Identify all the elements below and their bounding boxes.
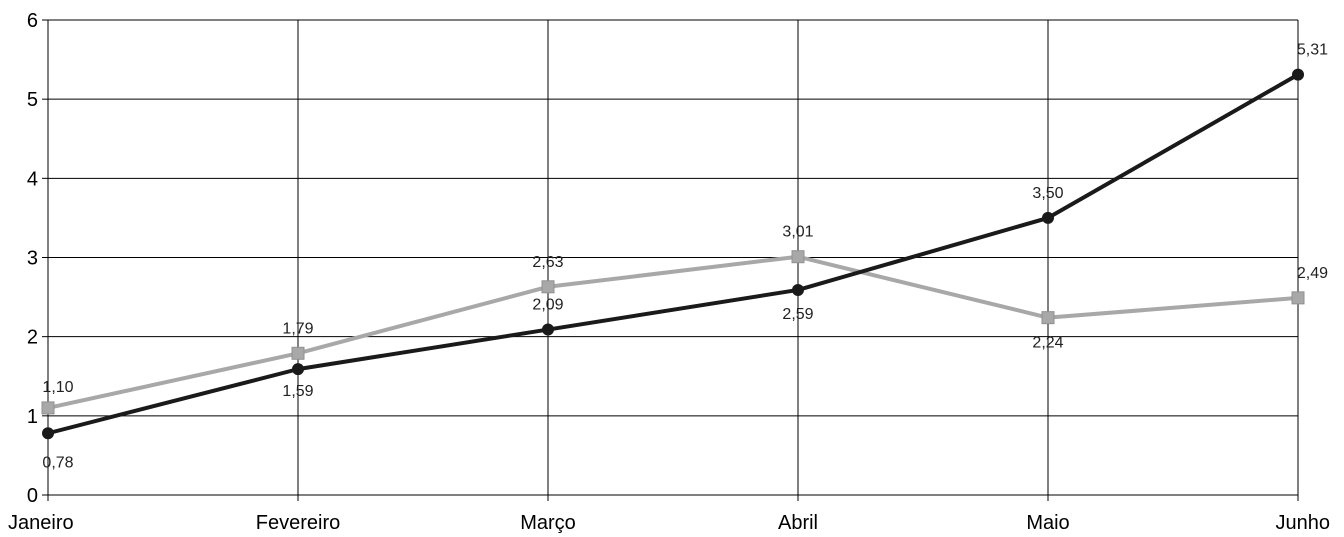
ytick-label: 4 <box>27 168 38 190</box>
ytick-label: 0 <box>27 485 38 507</box>
series-1-data-label: 5,31 <box>1297 42 1328 59</box>
series-2-point <box>291 346 305 360</box>
series-2-data-label: 2,49 <box>1297 265 1328 282</box>
ytick-label: 3 <box>27 248 38 270</box>
y-axis-ticks: 0 1 2 3 4 5 6 <box>27 10 48 507</box>
series-2-data-label: 1,79 <box>282 320 313 337</box>
series-1-data-label: 2,09 <box>532 297 563 314</box>
ytick-label: 2 <box>27 327 38 349</box>
series-1-data-label: 0,78 <box>42 454 73 471</box>
series-2-point <box>1041 311 1055 325</box>
series-1-point <box>792 283 804 296</box>
xtick-label: Abril <box>778 512 818 534</box>
series-2-point <box>541 280 555 294</box>
ytick-label: 1 <box>27 406 38 428</box>
series-2-data-label: 2,24 <box>1032 335 1063 352</box>
series-1-point <box>42 427 54 440</box>
series-2-point <box>791 250 805 264</box>
grid <box>47 19 1299 501</box>
data-labels: 0,78 1,59 2,09 2,59 3,50 5,31 1,10 1,79 2,63 3,01… <box>42 42 1328 472</box>
ytick-label: 5 <box>27 89 38 111</box>
series-1-point <box>1292 68 1304 81</box>
xtick-label: Janeiro <box>8 512 74 534</box>
series-2-point <box>1291 291 1305 305</box>
series-1-point <box>292 363 304 376</box>
series-2-data-label: 2,63 <box>532 254 563 271</box>
xtick-label: Fevereiro <box>256 512 340 534</box>
ytick-label: 6 <box>27 10 38 32</box>
xtick-label: Maio <box>1026 512 1069 534</box>
series <box>41 68 1305 440</box>
x-axis-ticks: Janeiro Fevereiro Março Abril Maio Junho <box>8 512 1330 534</box>
series-1-data-label: 1,59 <box>282 383 313 400</box>
series-1-point <box>542 323 554 336</box>
xtick-label: Junho <box>1276 512 1331 534</box>
series-2-data-label: 1,10 <box>42 379 73 396</box>
series-2-data-label: 3,01 <box>782 224 813 241</box>
series-line-2 <box>47 254 1299 410</box>
series-2-point <box>41 401 55 415</box>
xtick-label: Março <box>520 512 576 534</box>
series-line-1 <box>47 72 1299 436</box>
series-1-data-label: 3,50 <box>1032 185 1063 202</box>
series-1-point <box>1042 211 1054 224</box>
series-1-data-label: 2,59 <box>782 306 813 323</box>
